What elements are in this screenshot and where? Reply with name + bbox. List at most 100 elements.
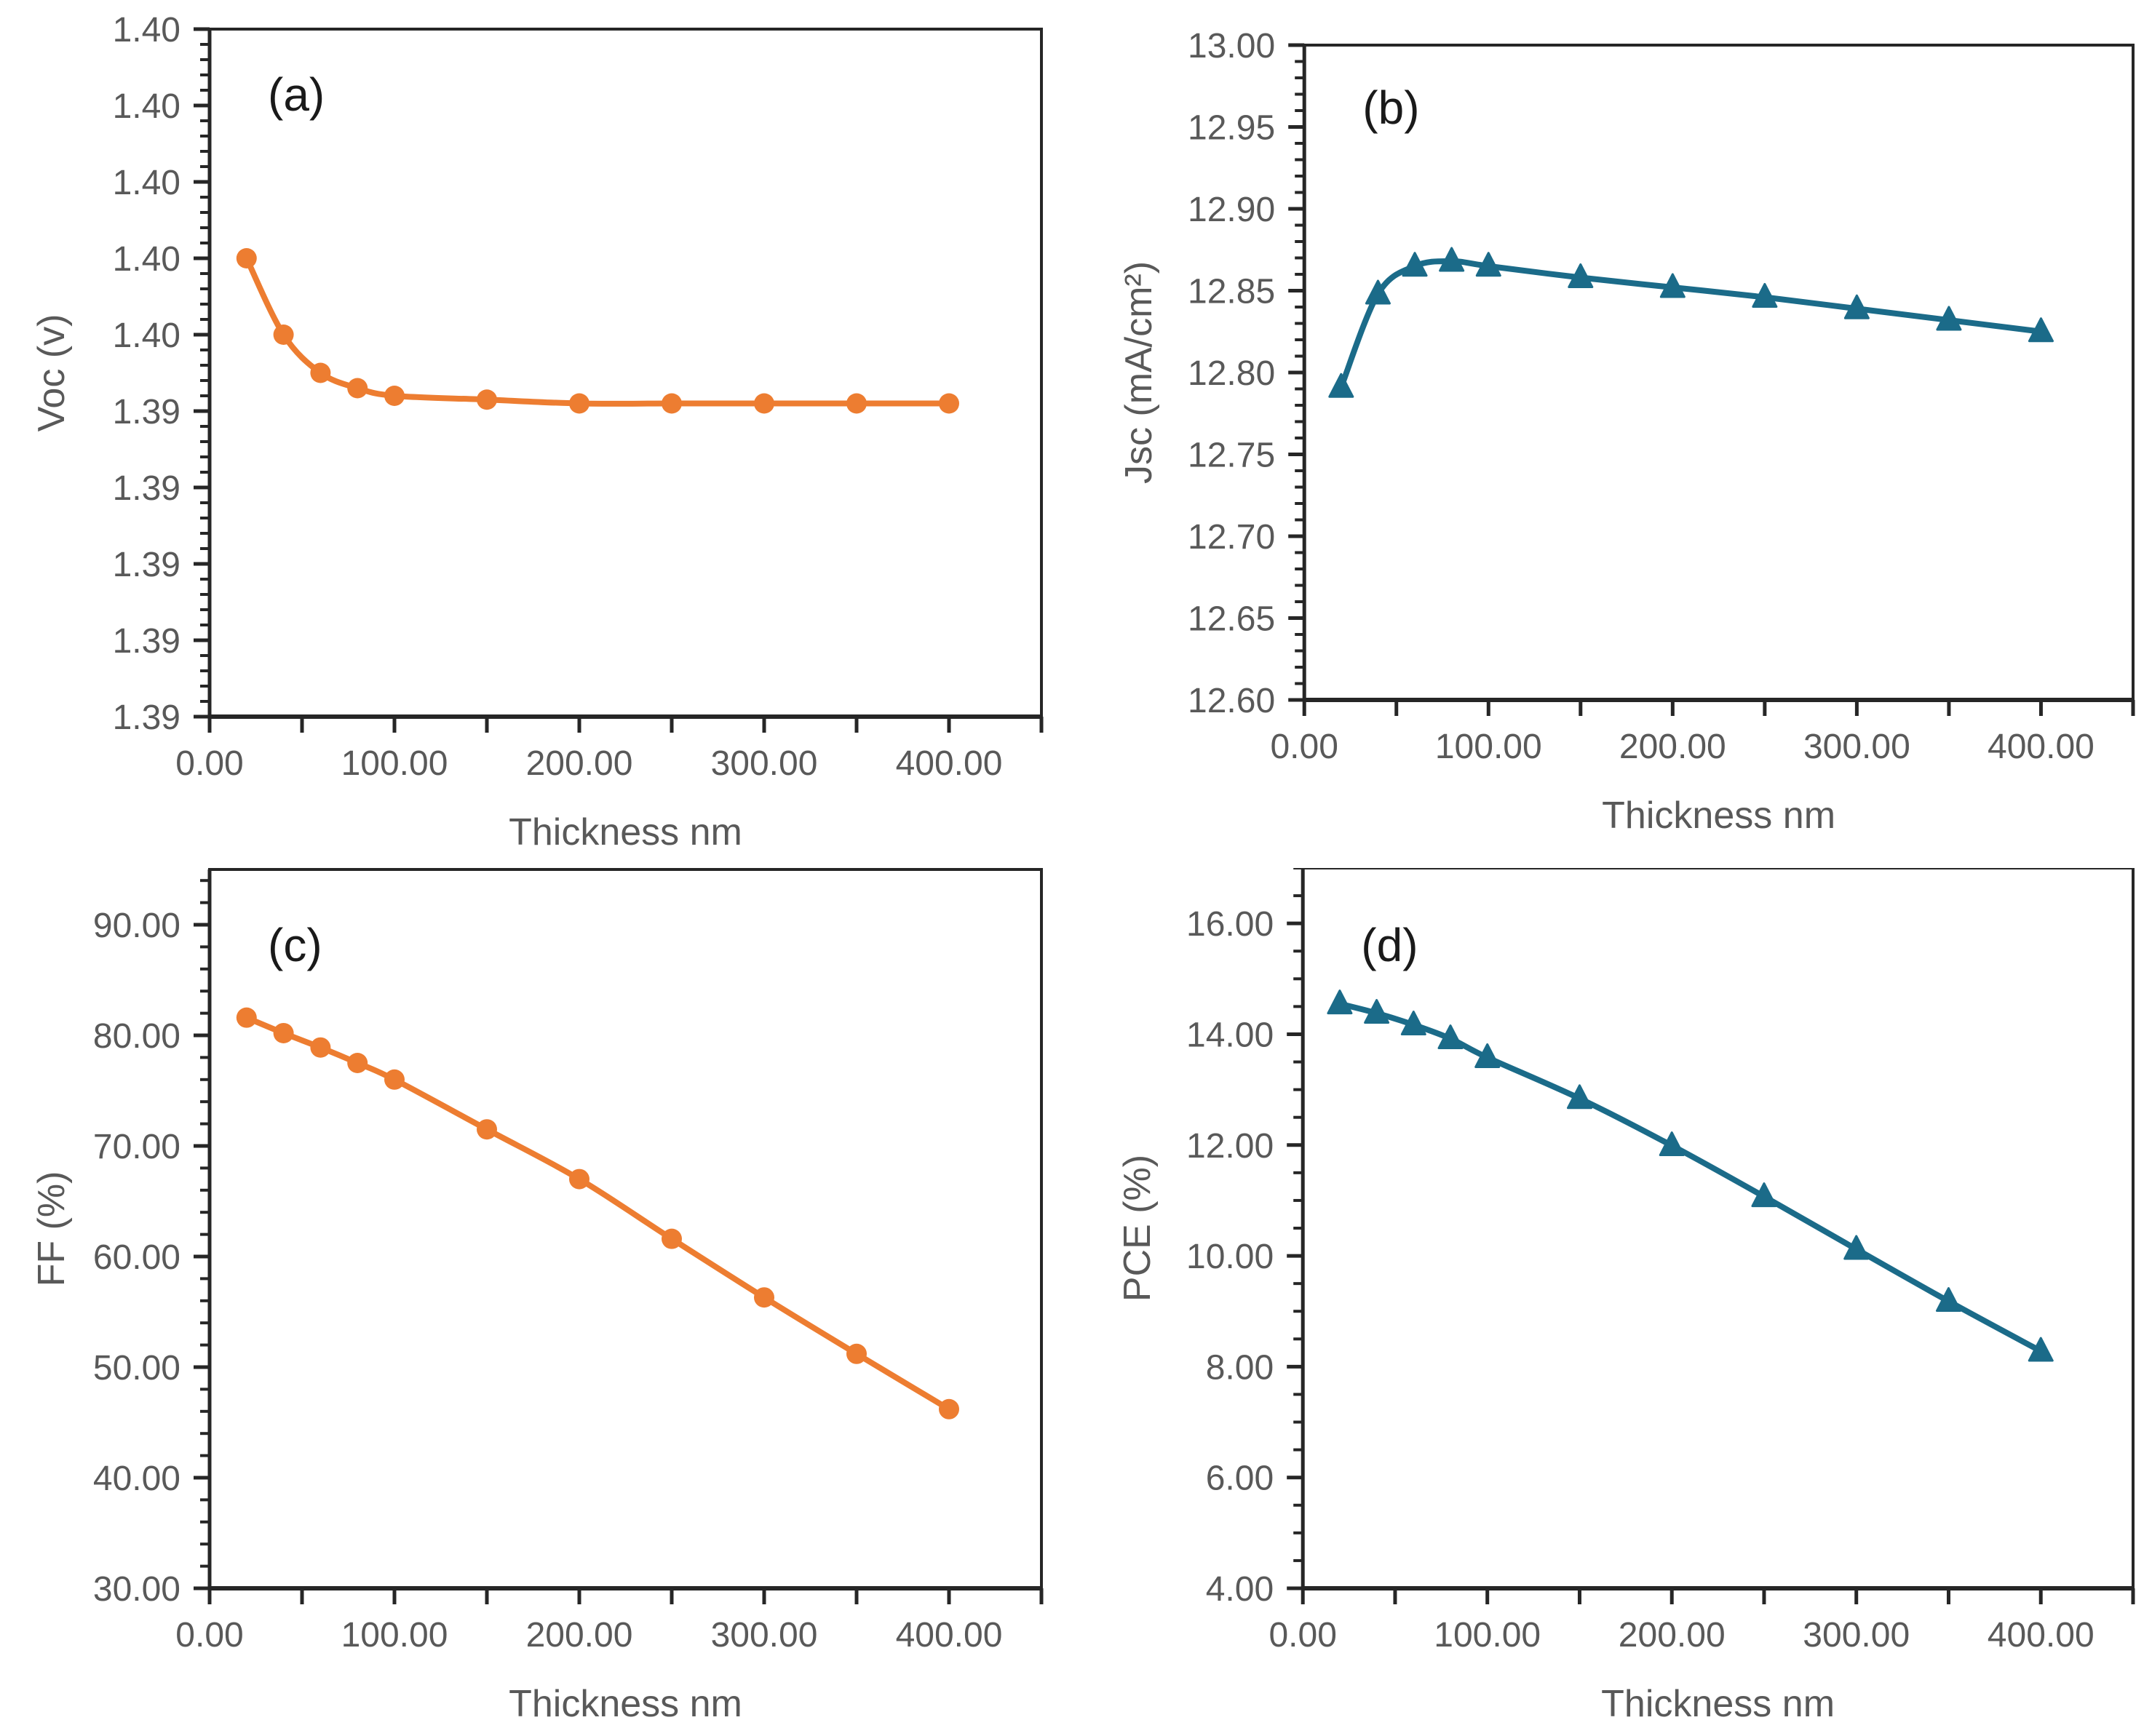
x-tick-label: 400.00 bbox=[896, 744, 1003, 783]
data-marker-circle bbox=[477, 1119, 497, 1140]
y-tick-label: 8.00 bbox=[1206, 1348, 1274, 1387]
y-tick-label: 90.00 bbox=[93, 907, 180, 945]
data-marker-triangle bbox=[1751, 1182, 1777, 1208]
data-marker-triangle bbox=[1843, 1235, 1870, 1260]
data-marker-circle bbox=[384, 1069, 405, 1090]
data-marker-triangle bbox=[1568, 263, 1594, 288]
y-tick-label: 12.85 bbox=[1188, 273, 1275, 311]
x-tick-label: 300.00 bbox=[1803, 1616, 1910, 1655]
data-marker-circle bbox=[347, 1053, 368, 1073]
y-tick-label: 16.00 bbox=[1186, 905, 1274, 944]
data-marker-triangle bbox=[2028, 317, 2054, 343]
data-marker-triangle bbox=[2028, 1337, 2054, 1362]
data-marker-triangle bbox=[1439, 247, 1465, 272]
y-tick-label: 14.00 bbox=[1186, 1016, 1274, 1054]
data-marker-triangle bbox=[1364, 999, 1390, 1024]
x-axis-title: Thickness nm bbox=[1602, 795, 1835, 837]
panel-d-chart: 16.00 14.00 12.00 10.00 8.00 6.00 4.00 0.00 100.… bbox=[1116, 868, 2135, 1725]
data-marker-circle bbox=[273, 324, 294, 345]
data-line bbox=[1336, 1000, 2044, 1355]
y-tick-label: 40.00 bbox=[93, 1460, 180, 1498]
data-marker-circle bbox=[273, 1022, 294, 1043]
data-marker-triangle bbox=[1936, 306, 1962, 331]
x-tick-label: 400.00 bbox=[1988, 1616, 2095, 1655]
y-tick-label: 1.40 bbox=[113, 164, 180, 202]
data-marker-triangle bbox=[1566, 1084, 1592, 1110]
x-axis-title: Thickness nm bbox=[1601, 1683, 1835, 1725]
panel-c-chart: 90.00 80.00 70.00 60.00 50.00 40.00 30.00 0.00 1… bbox=[31, 868, 1044, 1725]
data-marker-circle bbox=[477, 389, 497, 410]
panel-letter: (c) bbox=[268, 919, 322, 971]
x-axis-title: Thickness nm bbox=[509, 1683, 742, 1725]
data-marker-triangle bbox=[1935, 1287, 1961, 1313]
data-marker-triangle bbox=[1474, 1043, 1501, 1068]
data-line bbox=[1338, 258, 2044, 391]
y-tick-label: 12.70 bbox=[1188, 518, 1275, 557]
y-tick-label: 4.00 bbox=[1206, 1570, 1274, 1609]
data-marker-triangle bbox=[1659, 1131, 1685, 1157]
data-marker-circle bbox=[236, 248, 257, 268]
y-tick-label: 12.90 bbox=[1188, 191, 1275, 229]
data-marker-triangle bbox=[1400, 1011, 1426, 1036]
y-tick-label: 1.40 bbox=[113, 240, 180, 279]
data-marker-circle bbox=[846, 1343, 867, 1364]
y-tick-label: 50.00 bbox=[93, 1349, 180, 1387]
y-tick-label: 12.75 bbox=[1188, 437, 1275, 475]
data-marker-circle bbox=[236, 1007, 257, 1028]
data-marker-circle bbox=[754, 1287, 774, 1308]
data-marker-circle bbox=[347, 378, 368, 399]
y-tick-label: 1.40 bbox=[113, 11, 180, 49]
data-marker-triangle bbox=[1327, 990, 1353, 1015]
y-tick-label: 12.00 bbox=[1186, 1127, 1274, 1166]
y-tick-label: 13.00 bbox=[1188, 27, 1275, 65]
y-tick-label: 12.95 bbox=[1188, 109, 1275, 148]
x-tick-label: 300.00 bbox=[1803, 728, 1910, 766]
data-line bbox=[243, 1014, 952, 1412]
y-tick-label: 1.39 bbox=[113, 698, 180, 737]
data-marker-circle bbox=[939, 393, 959, 414]
y-tick-label: 12.60 bbox=[1188, 682, 1275, 720]
panel-letter: (a) bbox=[268, 68, 325, 121]
x-tick-label: 0.00 bbox=[1270, 728, 1338, 766]
y-tick-label: 1.40 bbox=[113, 316, 180, 355]
x-axis-title: Thickness nm bbox=[509, 811, 742, 853]
y-tick-label: 10.00 bbox=[1186, 1238, 1274, 1276]
y-tick-label: 1.39 bbox=[113, 622, 180, 661]
x-tick-label: 0.00 bbox=[175, 744, 243, 783]
x-tick-label: 100.00 bbox=[341, 744, 448, 783]
data-marker-triangle bbox=[1328, 373, 1354, 398]
x-tick-label: 400.00 bbox=[896, 1616, 1003, 1655]
data-marker-circle bbox=[569, 393, 589, 414]
y-tick-label: 70.00 bbox=[93, 1128, 180, 1166]
panel-b-chart: 13.00 12.95 12.90 12.85 12.80 12.75 12.70 12.65… bbox=[1118, 27, 2135, 837]
x-tick-label: 0.00 bbox=[175, 1616, 243, 1655]
data-marker-circle bbox=[754, 393, 774, 414]
data-marker-circle bbox=[310, 1037, 331, 1058]
plot-border bbox=[1303, 44, 2135, 701]
data-marker-circle bbox=[310, 362, 331, 383]
x-tick-label: 100.00 bbox=[1435, 728, 1542, 766]
panel-letter: (d) bbox=[1361, 919, 1418, 971]
x-tick-label: 100.00 bbox=[1434, 1616, 1541, 1655]
y-axis-title: Voc (v) bbox=[31, 314, 73, 432]
y-tick-label: 60.00 bbox=[93, 1238, 180, 1277]
x-tick-label: 200.00 bbox=[526, 744, 633, 783]
x-tick-label: 300.00 bbox=[711, 1616, 818, 1655]
data-marker-circle bbox=[569, 1168, 589, 1190]
data-marker-circle bbox=[662, 393, 682, 414]
x-tick-label: 200.00 bbox=[1619, 1616, 1726, 1655]
data-marker-circle bbox=[662, 1228, 682, 1249]
y-axis-title: Jsc (mA/cm²) bbox=[1118, 261, 1160, 484]
y-tick-label: 12.65 bbox=[1188, 600, 1275, 639]
data-marker-circle bbox=[384, 386, 405, 406]
plot-border bbox=[208, 868, 1043, 1590]
x-tick-label: 200.00 bbox=[526, 1616, 633, 1655]
data-marker-circle bbox=[846, 393, 867, 414]
plot-border bbox=[208, 28, 1043, 718]
data-marker-triangle bbox=[1437, 1024, 1464, 1050]
y-tick-label: 80.00 bbox=[93, 1017, 180, 1056]
data-marker-triangle bbox=[1752, 283, 1778, 308]
panel-d: 16.00 14.00 12.00 10.00 8.00 6.00 4.00 0.00 100.… bbox=[1076, 868, 2152, 1736]
y-tick-label: 1.39 bbox=[113, 546, 180, 584]
